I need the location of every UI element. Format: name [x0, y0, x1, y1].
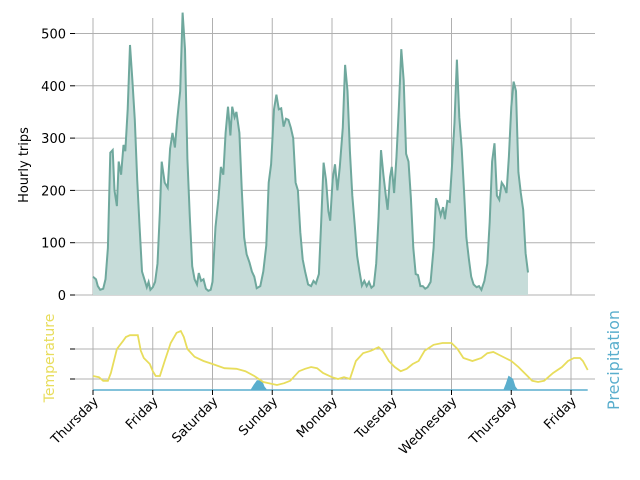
- trips-y-tick-label: 200: [41, 184, 66, 199]
- temperature-axis-label: Temperature: [42, 314, 58, 404]
- trips-y-tick-label: 500: [41, 28, 66, 43]
- precipitation-area: [93, 375, 588, 391]
- trips-panel: 0 100 200 300 400 500 Hourly trips: [17, 12, 595, 304]
- trips-y-tick-label: 400: [41, 80, 66, 95]
- day-x-tick-label: Tuesday: [352, 394, 401, 443]
- day-x-tick-label: Sunday: [236, 394, 281, 439]
- day-x-tick-label: Monday: [294, 394, 341, 441]
- day-x-tick-label: Wednesday: [397, 394, 461, 458]
- day-x-tick-label: Friday: [123, 394, 162, 433]
- day-x-tick-label: Saturday: [169, 394, 221, 446]
- precipitation-axis-label: Precipitation: [604, 310, 623, 410]
- trips-line: [92, 12, 529, 293]
- trips-y-tick-label: 100: [41, 237, 66, 252]
- day-x-tick-label: Friday: [541, 394, 580, 433]
- trips-y-axis-label: Hourly trips: [17, 127, 32, 203]
- weather-gridlines: [70, 327, 595, 390]
- trips-y-axis: 0 100 200 300 400 500: [41, 28, 75, 304]
- day-x-tick-label: Thursday: [466, 394, 520, 448]
- trips-y-tick-label: 300: [41, 132, 66, 147]
- temperature-line: [92, 329, 589, 386]
- trips-area: [93, 12, 528, 295]
- day-x-axis: Thursday Friday Saturday Sunday Monday Tuesda…: [48, 390, 580, 458]
- weather-panel: Thursday Friday Saturday Sunday Monday Tuesda…: [42, 310, 623, 458]
- trips-y-tick-label: 0: [58, 289, 66, 304]
